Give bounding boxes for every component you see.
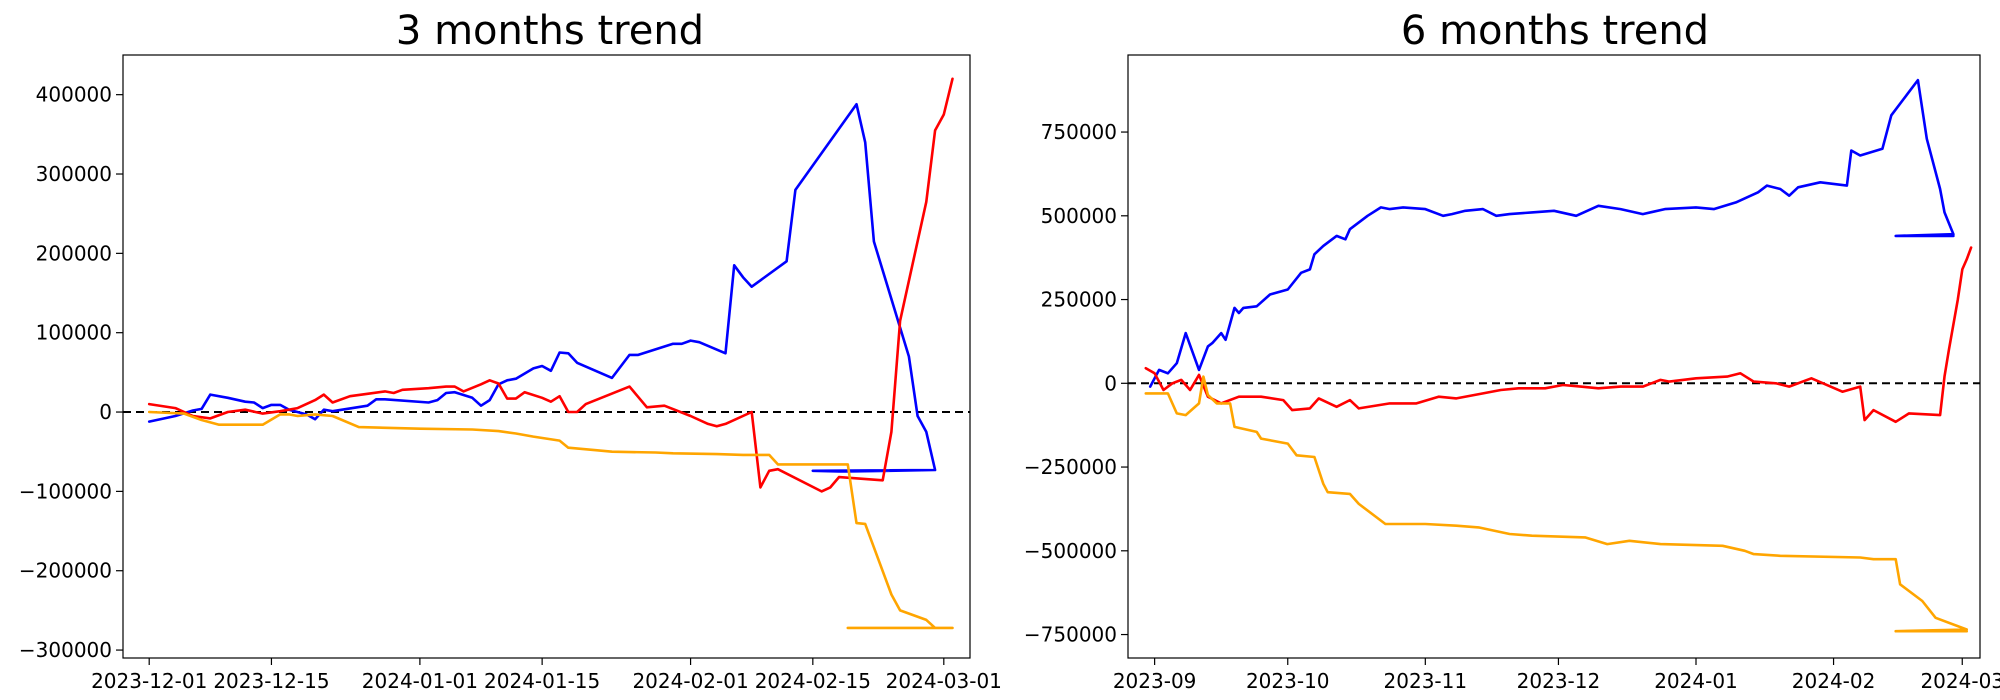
series-line-3: [1144, 375, 1968, 633]
y-tick-label: 250000: [1041, 288, 1117, 312]
series-line-2: [1144, 246, 1973, 424]
plot-frame-3-months: [122, 54, 971, 659]
y-tick-label: −300000: [19, 638, 112, 662]
x-tick-label: 2023-12-01: [91, 669, 207, 693]
y-tick-label: 400000: [36, 83, 112, 107]
series-line-3: [147, 410, 954, 630]
x-tick-label: 2024-01-01: [362, 669, 478, 693]
x-tick-label: 2024-02-01: [632, 669, 748, 693]
x-tick-label: 2024-01-15: [484, 669, 600, 693]
series-line-1: [147, 102, 937, 473]
y-tick-label: 200000: [36, 241, 112, 265]
y-tick-label: −500000: [1024, 539, 1117, 563]
chart-title-3-months: 3 months trend: [396, 8, 704, 54]
x-tick-label: 2024-02-15: [755, 669, 871, 693]
y-tick-label: −750000: [1024, 623, 1117, 647]
chart-title-6-months: 6 months trend: [1401, 8, 1709, 54]
x-tick-label: 2024-03-01: [886, 669, 1002, 693]
x-tick-label: 2023-09: [1113, 669, 1197, 693]
x-tick-label: 2024-02: [1792, 669, 1876, 693]
chart-panel-3-months: 3 months trend −300000 −200000 −100000 0 100…: [19, 8, 1002, 693]
x-tick-label: 2023-11: [1384, 669, 1468, 693]
y-tick-label: 0: [99, 400, 112, 424]
y-tick-label: −100000: [19, 479, 112, 503]
x-tick-label: 2024-03: [1920, 669, 2000, 693]
series-line-2: [147, 77, 954, 493]
chart-panel-6-months: 6 months trend −750000 −500000 −250000 0 250…: [1024, 8, 2000, 693]
series-line-1: [1148, 78, 1955, 388]
y-tick-label: −250000: [1024, 455, 1117, 479]
y-tick-label: 750000: [1041, 120, 1117, 144]
x-tick-label: 2023-10: [1246, 669, 1330, 693]
y-tick-label: −200000: [19, 559, 112, 583]
plot-frame-6-months: [1127, 54, 1981, 659]
y-tick-label: 500000: [1041, 204, 1117, 228]
y-tick-label: 300000: [36, 162, 112, 186]
y-tick-label: 0: [1104, 371, 1117, 395]
x-tick-label: 2023-12-15: [213, 669, 329, 693]
y-tick-label: 100000: [36, 321, 112, 345]
x-tick-label: 2024-01: [1654, 669, 1738, 693]
x-tick-label: 2023-12: [1517, 669, 1601, 693]
